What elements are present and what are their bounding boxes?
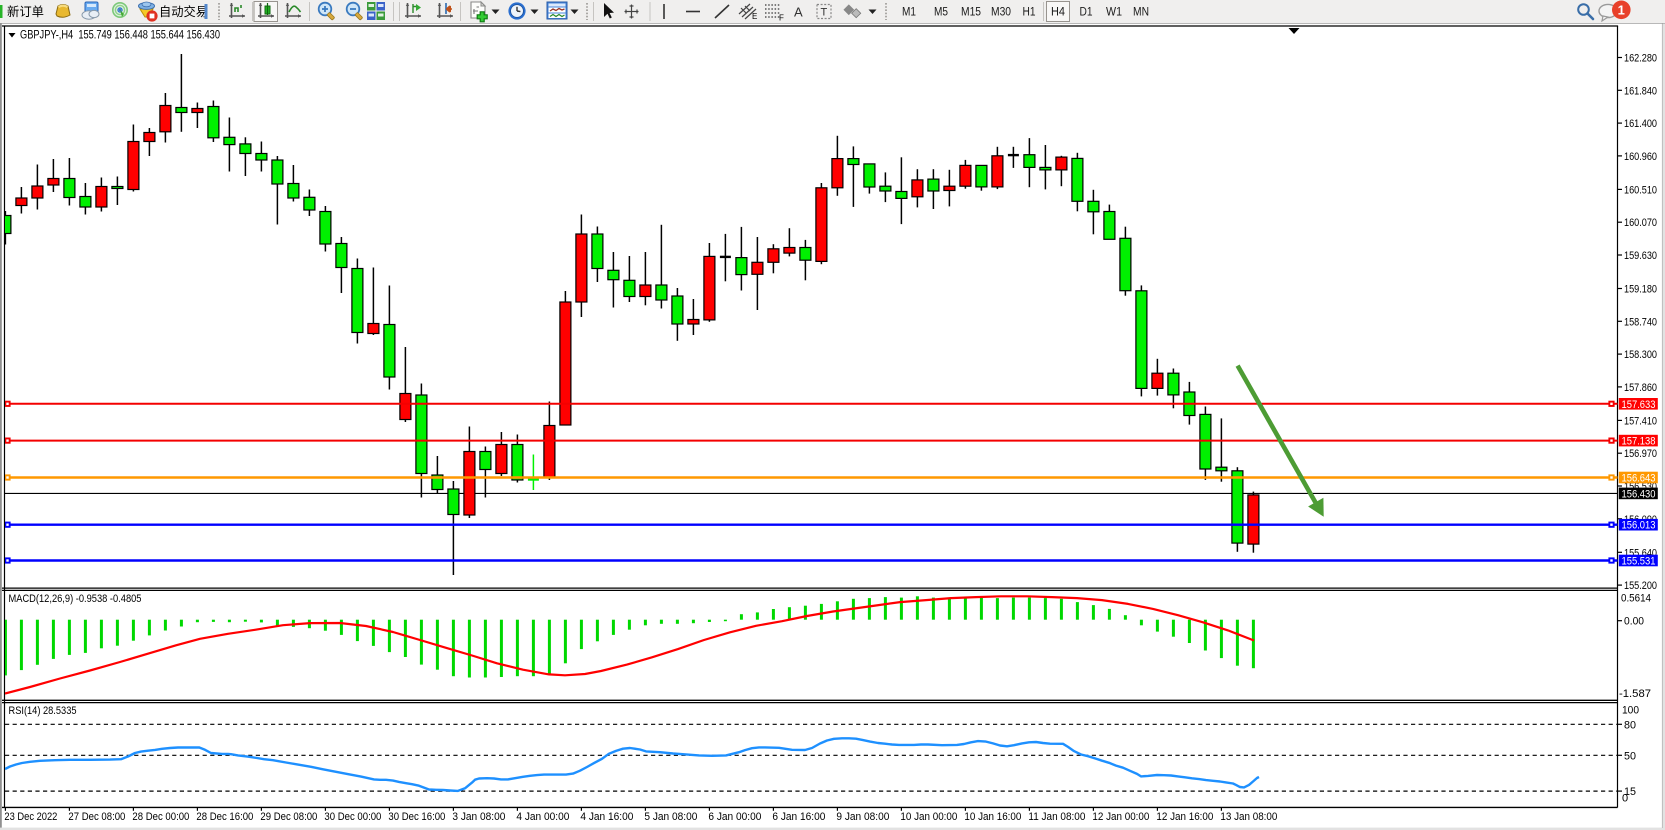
svg-text:6 Jan 00:00: 6 Jan 00:00	[708, 811, 761, 823]
svg-text:10 Jan 00:00: 10 Jan 00:00	[900, 811, 957, 823]
svg-text:15: 15	[1624, 786, 1636, 798]
svg-text:160.510: 160.510	[1624, 184, 1657, 196]
svg-text:新订单: 新订单	[7, 4, 44, 19]
svg-text:30 Dec 16:00: 30 Dec 16:00	[388, 811, 445, 823]
svg-text:4 Jan 00:00: 4 Jan 00:00	[516, 811, 569, 823]
svg-text:12 Jan 16:00: 12 Jan 16:00	[1156, 811, 1213, 823]
svg-text:158.300: 158.300	[1624, 349, 1657, 361]
svg-text:50: 50	[1624, 750, 1636, 762]
svg-text:1: 1	[1618, 2, 1625, 17]
svg-text:0: 0	[1622, 793, 1628, 805]
svg-text:157.410: 157.410	[1624, 415, 1657, 427]
svg-text:3 Jan 08:00: 3 Jan 08:00	[452, 811, 505, 823]
svg-text:11 Jan 08:00: 11 Jan 08:00	[1028, 811, 1085, 823]
svg-text:0.5614: 0.5614	[1621, 593, 1651, 605]
svg-text:29 Dec 08:00: 29 Dec 08:00	[260, 811, 317, 823]
svg-text:MACD(12,26,9) -0.9538 -0.4805: MACD(12,26,9) -0.9538 -0.4805	[9, 593, 142, 605]
svg-text:156.013: 156.013	[1622, 520, 1656, 532]
svg-text:28 Dec 16:00: 28 Dec 16:00	[196, 811, 253, 823]
svg-text:A: A	[794, 5, 803, 20]
svg-text:E: E	[752, 12, 757, 21]
svg-text:W1: W1	[1106, 7, 1122, 19]
svg-text:156.430: 156.430	[1622, 488, 1656, 500]
svg-text:27 Dec 08:00: 27 Dec 08:00	[68, 811, 125, 823]
svg-text:自动交易: 自动交易	[159, 4, 208, 19]
svg-text:157.860: 157.860	[1624, 382, 1657, 394]
svg-text:9 Jan 08:00: 9 Jan 08:00	[836, 811, 889, 823]
svg-text:28 Dec 00:00: 28 Dec 00:00	[132, 811, 189, 823]
svg-text:161.400: 161.400	[1624, 118, 1657, 130]
svg-text:5 Jan 08:00: 5 Jan 08:00	[644, 811, 697, 823]
svg-text:T: T	[821, 7, 828, 19]
svg-text:100: 100	[1622, 705, 1639, 717]
svg-text:-1.587: -1.587	[1619, 688, 1651, 700]
svg-text:H1: H1	[1023, 7, 1036, 19]
svg-text:12 Jan 00:00: 12 Jan 00:00	[1092, 811, 1149, 823]
svg-text:GBPJPY-,H4 155.749 156.448 15: GBPJPY-,H4 155.749 156.448 155.644 156.4…	[20, 30, 220, 42]
svg-text:H4: H4	[1051, 7, 1066, 19]
svg-text:155.531: 155.531	[1622, 556, 1656, 568]
svg-text:159.180: 159.180	[1624, 284, 1657, 296]
svg-text:M1: M1	[902, 7, 916, 19]
svg-text:0.00: 0.00	[1624, 616, 1644, 628]
svg-text:160.960: 160.960	[1624, 151, 1657, 163]
svg-text:158.740: 158.740	[1624, 316, 1657, 328]
svg-text:4 Jan 16:00: 4 Jan 16:00	[580, 811, 633, 823]
svg-text:M15: M15	[961, 7, 981, 19]
svg-text:160.070: 160.070	[1624, 217, 1657, 229]
svg-text:162.280: 162.280	[1624, 53, 1657, 65]
svg-text:M30: M30	[991, 7, 1011, 19]
svg-text:161.840: 161.840	[1624, 85, 1657, 97]
svg-text:30 Dec 00:00: 30 Dec 00:00	[324, 811, 381, 823]
svg-text:156.970: 156.970	[1624, 448, 1657, 460]
svg-text:13 Jan 08:00: 13 Jan 08:00	[1220, 811, 1277, 823]
svg-text:159.630: 159.630	[1624, 250, 1657, 262]
svg-text:80: 80	[1624, 719, 1636, 731]
svg-text:M5: M5	[934, 7, 948, 19]
svg-text:MN: MN	[1133, 7, 1149, 19]
svg-text:155.200: 155.200	[1624, 580, 1657, 592]
svg-text:10 Jan 16:00: 10 Jan 16:00	[964, 811, 1021, 823]
svg-text:156.643: 156.643	[1622, 473, 1656, 485]
svg-text:6 Jan 16:00: 6 Jan 16:00	[772, 811, 825, 823]
svg-text:RSI(14) 28.5335: RSI(14) 28.5335	[9, 705, 77, 717]
svg-text:157.138: 157.138	[1622, 436, 1656, 448]
svg-text:23 Dec 2022: 23 Dec 2022	[4, 811, 57, 823]
svg-text:157.633: 157.633	[1622, 399, 1656, 411]
svg-text:F: F	[779, 14, 784, 23]
svg-text:D1: D1	[1080, 7, 1093, 19]
